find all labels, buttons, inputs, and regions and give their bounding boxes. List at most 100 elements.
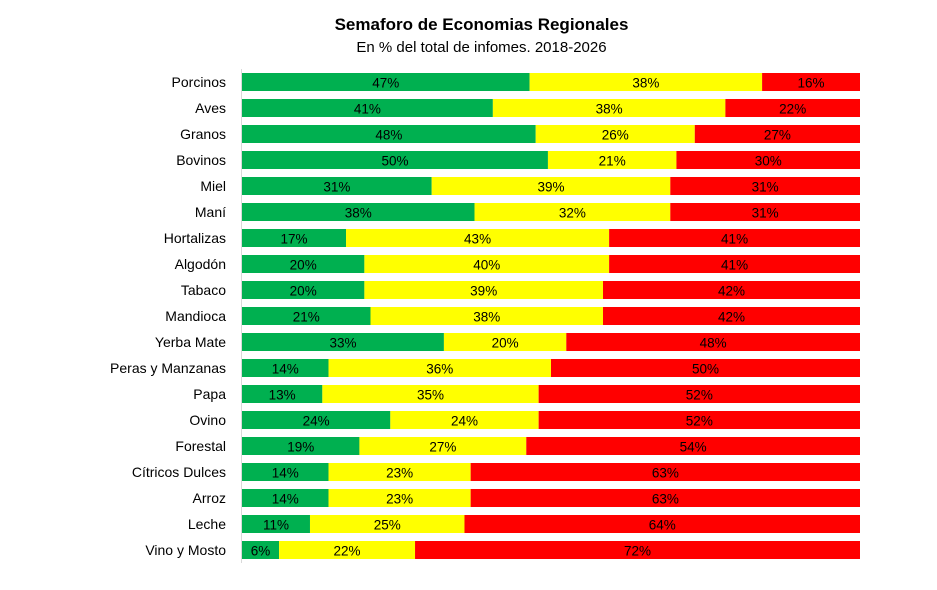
bar-segment: [242, 203, 475, 221]
bar-segment: [694, 125, 860, 143]
bar-segment: [242, 177, 432, 195]
category-label: Forestal: [175, 438, 226, 454]
bar-segment: [538, 385, 860, 403]
bar-segment: [328, 489, 471, 507]
data-label: 27%: [764, 128, 791, 143]
bar-segment: [242, 411, 391, 429]
data-label: 11%: [263, 518, 289, 533]
bar-segment: [370, 307, 604, 325]
data-label: 48%: [700, 336, 727, 351]
bar-segment: [328, 463, 471, 481]
data-label: 39%: [537, 180, 564, 195]
category-label: Granos: [180, 126, 226, 142]
data-label: 31%: [752, 206, 779, 221]
chart-titles: Semaforo de Economias Regionales En % de…: [0, 14, 937, 58]
bar-segment: [603, 281, 860, 299]
bar-segment: [364, 281, 604, 299]
category-label: Arroz: [193, 490, 226, 506]
bar-segment: [242, 489, 329, 507]
category-label: Mandioca: [165, 308, 226, 324]
data-label: 27%: [429, 440, 456, 455]
data-label: 26%: [602, 128, 629, 143]
bar-segment: [431, 177, 671, 195]
data-label: 25%: [374, 518, 401, 533]
data-label: 47%: [372, 76, 399, 91]
bar-segment: [242, 359, 329, 377]
data-label: 38%: [345, 206, 372, 221]
data-label: 63%: [652, 492, 679, 507]
bar-segment: [242, 151, 548, 169]
data-label: 14%: [272, 362, 299, 377]
data-label: 32%: [559, 206, 586, 221]
data-label: 21%: [293, 310, 320, 325]
bar-segment: [242, 385, 323, 403]
bar-segment: [242, 307, 371, 325]
category-label: Bovinos: [176, 152, 226, 168]
category-label: Yerba Mate: [155, 334, 226, 350]
bar-segment: [538, 411, 860, 429]
data-label: 38%: [473, 310, 500, 325]
data-label: 16%: [798, 76, 825, 91]
category-label: Porcinos: [172, 74, 226, 90]
bar-segment: [676, 151, 860, 169]
bar-segment: [242, 125, 536, 143]
bar-segment: [242, 73, 530, 91]
bar-segment: [242, 333, 444, 351]
bar-segment: [725, 99, 860, 117]
bar-segment: [328, 359, 551, 377]
data-label: 20%: [290, 284, 317, 299]
bar-segment: [470, 463, 860, 481]
data-label: 22%: [779, 102, 806, 117]
bar-segment: [526, 437, 860, 455]
data-label: 21%: [599, 154, 626, 169]
category-label: Cítricos Dulces: [132, 464, 226, 480]
data-label: 14%: [272, 466, 299, 481]
data-label: 24%: [451, 414, 478, 429]
bar-segment: [242, 541, 280, 559]
data-label: 20%: [290, 258, 317, 273]
bar-segment: [242, 463, 329, 481]
bar-segment: [474, 203, 671, 221]
bar-segment: [364, 255, 610, 273]
data-label: 43%: [464, 232, 491, 247]
data-label: 42%: [718, 310, 745, 325]
bar-segment: [547, 151, 677, 169]
data-label: 52%: [686, 414, 713, 429]
bar-segment: [529, 73, 763, 91]
bar-segment: [551, 359, 860, 377]
bar-segment: [609, 229, 860, 247]
data-label: 6%: [251, 544, 271, 559]
data-label: 30%: [755, 154, 782, 169]
bar-segment: [566, 333, 860, 351]
bar-segment: [242, 515, 310, 533]
bar-segment: [464, 515, 860, 533]
data-label: 41%: [354, 102, 381, 117]
data-label: 35%: [417, 388, 444, 403]
bar-segment: [762, 73, 860, 91]
data-label: 36%: [426, 362, 453, 377]
category-label: Maní: [195, 204, 226, 220]
bar-segment: [443, 333, 567, 351]
bar-segment: [670, 203, 860, 221]
data-label: 50%: [381, 154, 408, 169]
category-label: Ovino: [189, 412, 226, 428]
bar-segment: [322, 385, 539, 403]
bar-segment: [603, 307, 860, 325]
data-label: 33%: [329, 336, 356, 351]
bar-segment: [279, 541, 416, 559]
data-label: 19%: [287, 440, 314, 455]
category-label: Leche: [188, 516, 226, 532]
bar-segment: [470, 489, 860, 507]
bar-segment: [242, 281, 365, 299]
data-label: 41%: [721, 232, 748, 247]
data-label: 23%: [386, 492, 413, 507]
category-label: Vino y Mosto: [145, 542, 226, 558]
data-label: 31%: [323, 180, 350, 195]
data-label: 23%: [386, 466, 413, 481]
bar-segment: [535, 125, 695, 143]
data-label: 31%: [752, 180, 779, 195]
category-label: Tabaco: [181, 282, 226, 298]
data-label: 17%: [280, 232, 307, 247]
bar-segment: [242, 255, 365, 273]
